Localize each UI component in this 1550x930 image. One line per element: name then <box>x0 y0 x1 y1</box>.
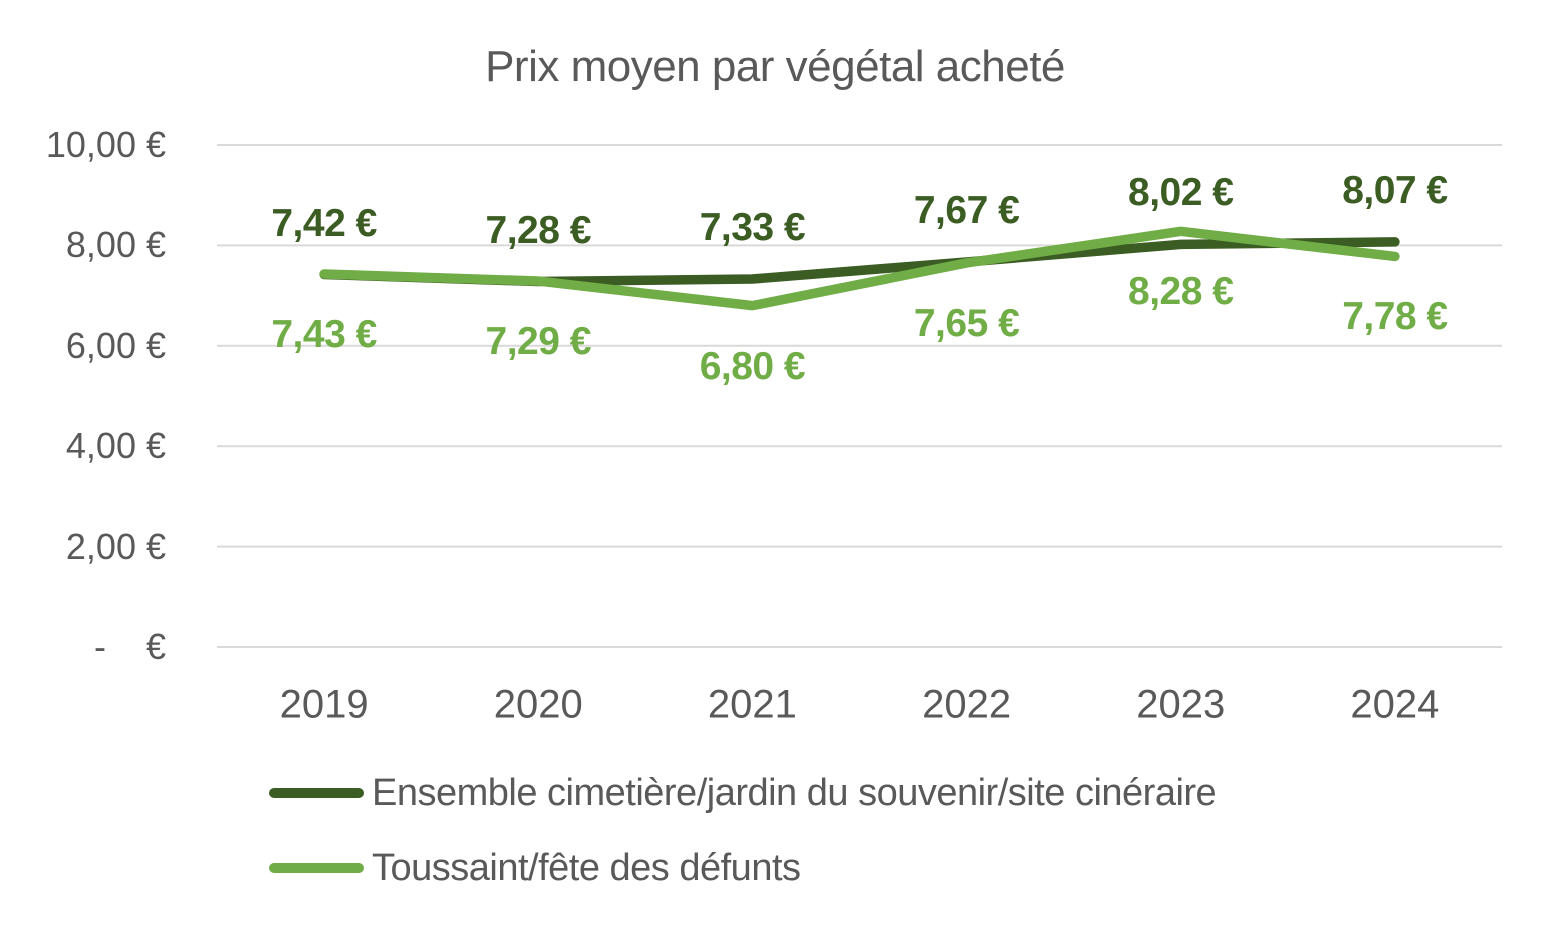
legend-item-toussaint: Toussaint/fête des défunts <box>269 843 1216 893</box>
series-line-1 <box>319 226 1400 311</box>
chart-title: Prix moyen par végétal acheté <box>485 42 1065 91</box>
x-axis-label: 2024 <box>1350 682 1440 727</box>
data-label: 6,80 € <box>699 344 806 388</box>
legend: Ensemble cimetière/jardin du souvenir/si… <box>269 768 1217 918</box>
x-axis-label: 2022 <box>922 682 1012 727</box>
y-tick-label: - € <box>93 626 166 667</box>
legend-swatch-ensemble-icon <box>269 788 364 798</box>
legend-item-ensemble: Ensemble cimetière/jardin du souvenir/si… <box>269 768 1217 818</box>
x-axis-label: 2019 <box>279 682 369 727</box>
y-tick-label: 4,00 € <box>65 425 166 467</box>
data-label: 7,67 € <box>913 188 1020 232</box>
x-axis-label: 2023 <box>1136 682 1226 727</box>
data-label: 7,43 € <box>271 313 377 356</box>
data-label: 7,78 € <box>1342 295 1448 339</box>
legend-swatch-toussaint-icon <box>269 863 364 873</box>
y-tick-label: 10,00 € <box>45 124 166 165</box>
data-label: 7,29 € <box>485 320 592 364</box>
data-label: 7,28 € <box>485 208 592 252</box>
legend-label-ensemble: Ensemble cimetière/jardin du souvenir/si… <box>372 771 1217 814</box>
data-label: 8,02 € <box>1128 171 1234 215</box>
data-label: 8,07 € <box>1342 168 1448 212</box>
y-tick-label: 8,00 € <box>65 224 166 266</box>
x-axis-label: 2021 <box>707 682 797 727</box>
y-tick-label: 6,00 € <box>65 324 166 366</box>
data-label: 7,33 € <box>699 206 806 250</box>
legend-label-toussaint: Toussaint/fête des défunts <box>372 846 801 889</box>
x-axis-label: 2020 <box>493 682 583 727</box>
y-tick-label: 2,00 € <box>65 525 166 567</box>
data-label: 7,65 € <box>913 301 1020 345</box>
data-label: 7,42 € <box>271 201 377 245</box>
data-label: 8,28 € <box>1128 270 1234 314</box>
